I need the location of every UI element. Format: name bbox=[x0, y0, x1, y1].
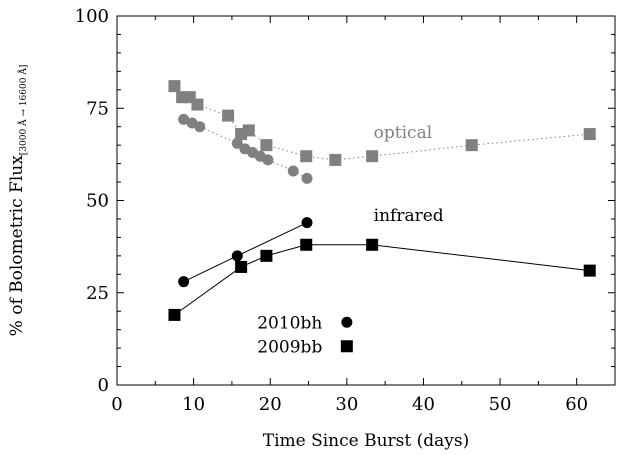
series-optical-2009bb bbox=[168, 80, 596, 166]
y-tick-label-50: 50 bbox=[86, 191, 109, 212]
series-optical-2009bb-point-7 bbox=[260, 139, 273, 152]
series-optical-2009bb-point-4 bbox=[222, 109, 235, 122]
series-infrared-2009bb-point-5 bbox=[583, 264, 596, 277]
plot-frame bbox=[116, 15, 616, 386]
optical-annotation: optical bbox=[374, 123, 432, 143]
x-tick-label-50: 50 bbox=[489, 394, 512, 415]
series-infrared-2010bh-point-1 bbox=[231, 250, 243, 262]
series-optical-2010bh-point-3 bbox=[231, 137, 243, 149]
series-optical-2009bb-point-10 bbox=[366, 150, 379, 163]
y-axis-title-main: % of Bolometric Flux bbox=[7, 155, 27, 337]
series-optical-2010bh-point-2 bbox=[194, 121, 206, 133]
y-tick-label-100: 100 bbox=[75, 6, 109, 27]
legend-marker-2009bb bbox=[340, 340, 353, 353]
series-optical-2010bh-point-0 bbox=[178, 113, 190, 125]
marks-layer bbox=[168, 80, 596, 321]
series-optical-2010bh bbox=[178, 113, 313, 184]
y-axis-title: % of Bolometric Flux[3000 Å → 16600 Å] bbox=[7, 65, 29, 337]
series-infrared-2010bh-point-0 bbox=[178, 276, 190, 288]
y-tick-label-25: 25 bbox=[86, 283, 109, 304]
legend-label-2009bb: 2009bb bbox=[257, 337, 322, 357]
series-infrared-2009bb-point-3 bbox=[300, 238, 313, 251]
x-axis-title: Time Since Burst (days) bbox=[263, 431, 470, 451]
x-tick-label-0: 0 bbox=[111, 394, 122, 415]
series-optical-2009bb-point-6 bbox=[242, 124, 255, 137]
series-infrared-2009bb bbox=[168, 238, 596, 321]
series-infrared-2009bb-point-2 bbox=[260, 249, 273, 262]
series-optical-2009bb-point-11 bbox=[465, 139, 478, 152]
series-infrared-2010bh-point-2 bbox=[301, 217, 313, 229]
x-tick-label-10: 10 bbox=[182, 394, 205, 415]
series-optical-2010bh-point-7 bbox=[262, 154, 274, 166]
series-optical-2010bh-point-9 bbox=[301, 172, 313, 184]
x-tick-label-20: 20 bbox=[259, 394, 282, 415]
series-optical-2009bb-point-12 bbox=[583, 128, 596, 141]
x-tick-label-30: 30 bbox=[335, 394, 358, 415]
x-tick-label-40: 40 bbox=[412, 394, 435, 415]
series-optical-2010bh-point-8 bbox=[287, 165, 299, 177]
series-infrared-2009bb-point-4 bbox=[366, 238, 379, 251]
series-optical-2009bb-point-3 bbox=[191, 98, 204, 111]
legend-marker-2010bh bbox=[341, 316, 353, 328]
x-tick-label-60: 60 bbox=[565, 394, 588, 415]
infrared-annotation: infrared bbox=[374, 206, 444, 226]
series-optical-2009bb-point-8 bbox=[300, 150, 313, 163]
series-infrared-2009bb-line bbox=[174, 244, 590, 316]
series-infrared-2010bh bbox=[178, 217, 313, 288]
y-axis-title-subscript: [3000 Å → 16600 Å] bbox=[17, 65, 29, 156]
series-infrared-2009bb-point-0 bbox=[168, 308, 181, 321]
legend: 2010bh 2009bb bbox=[257, 313, 353, 357]
series-optical-2009bb-point-0 bbox=[168, 80, 181, 93]
ticks-layer: 0 10 20 30 40 50 60 0 25 50 75 100 bbox=[75, 6, 615, 415]
legend-label-2010bh: 2010bh bbox=[257, 313, 322, 333]
series-infrared-2009bb-point-1 bbox=[235, 260, 248, 273]
y-tick-label-0: 0 bbox=[98, 375, 109, 396]
y-tick-label-75: 75 bbox=[86, 98, 109, 119]
series-optical-2009bb-point-9 bbox=[329, 153, 342, 166]
